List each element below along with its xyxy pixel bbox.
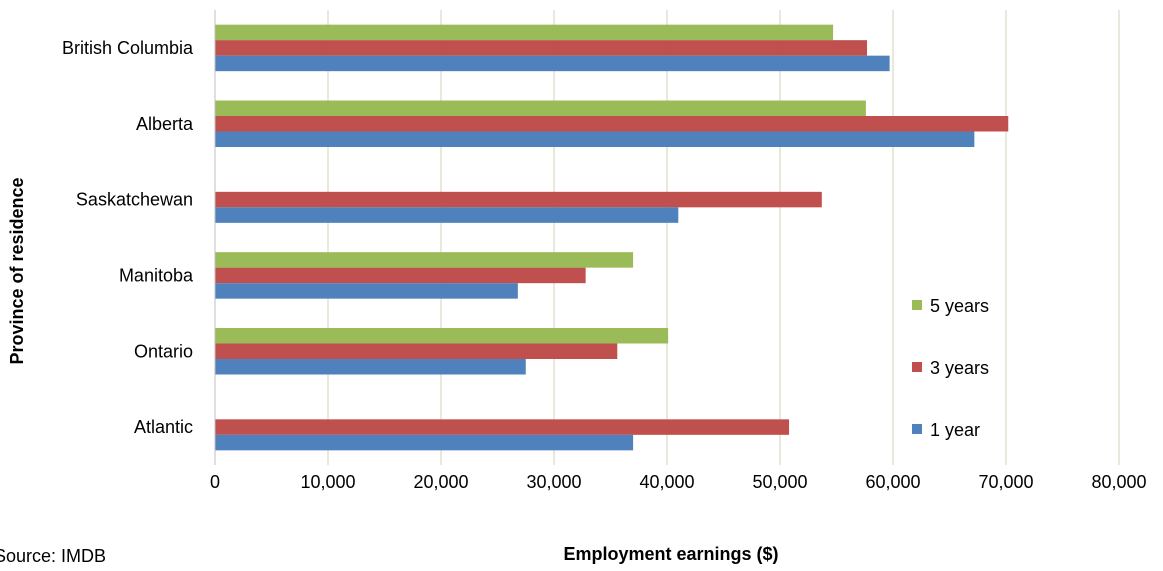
bars xyxy=(215,24,1009,451)
legend: 5 years 3 years 1 year xyxy=(912,296,989,440)
bar xyxy=(215,207,679,223)
bar xyxy=(215,24,834,41)
y-tick-label: Alberta xyxy=(136,114,194,134)
bar xyxy=(215,40,868,56)
x-tick-label: 30,000 xyxy=(526,472,581,492)
x-tick-label: 0 xyxy=(210,472,220,492)
bar xyxy=(215,100,866,116)
y-tick-label: Manitoba xyxy=(119,265,194,285)
legend-swatch xyxy=(912,300,922,310)
y-tick-label: Ontario xyxy=(134,341,193,361)
bar xyxy=(215,55,890,72)
bar xyxy=(215,283,518,299)
y-tick-label: British Columbia xyxy=(62,38,194,58)
x-tick-labels: 0 10,000 20,000 30,000 40,000 50,000 60,000 70,… xyxy=(210,472,1147,492)
x-tick-label: 60,000 xyxy=(865,472,920,492)
x-axis-title: Employment earnings ($) xyxy=(563,544,778,564)
bar xyxy=(215,434,634,451)
legend-label: 1 year xyxy=(930,420,980,440)
bar xyxy=(215,343,618,359)
gridlines xyxy=(327,10,1120,465)
x-tick-label: 20,000 xyxy=(413,472,468,492)
bar xyxy=(215,131,975,147)
x-tick-label: 70,000 xyxy=(978,472,1033,492)
legend-label: 3 years xyxy=(930,358,989,378)
legend-swatch xyxy=(912,424,922,434)
bar xyxy=(215,359,526,375)
legend-label: 5 years xyxy=(930,296,989,316)
legend-swatch xyxy=(912,362,922,372)
x-tick-label: 80,000 xyxy=(1091,472,1146,492)
bar xyxy=(215,191,822,208)
bar xyxy=(215,328,669,344)
bar xyxy=(215,419,790,435)
x-tick-label: 10,000 xyxy=(300,472,355,492)
x-tick-label: 50,000 xyxy=(752,472,807,492)
bar xyxy=(215,116,1009,132)
source-note: Source: IMDB xyxy=(0,546,107,566)
bar xyxy=(215,252,634,268)
x-tick-label: 40,000 xyxy=(639,472,694,492)
y-axis-title: Province of residence xyxy=(7,177,27,364)
bar xyxy=(215,267,586,284)
y-tick-labels: British Columbia Alberta Saskatchewan Manit… xyxy=(62,38,194,437)
y-tick-label: Saskatchewan xyxy=(76,190,193,210)
y-tick-label: Atlantic xyxy=(134,417,193,437)
